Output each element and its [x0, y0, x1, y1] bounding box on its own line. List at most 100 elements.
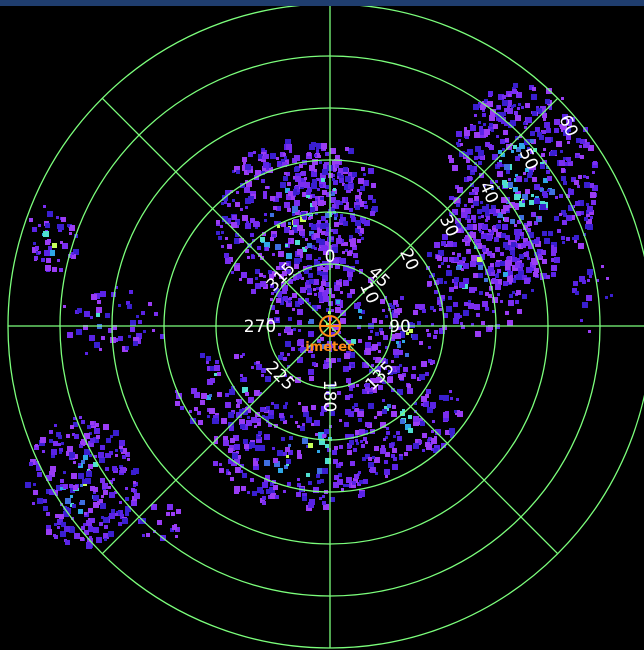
- echo-pixel: [223, 436, 228, 441]
- echo-pixel: [70, 495, 73, 498]
- echo-pixel: [94, 455, 97, 458]
- echo-pixel: [532, 87, 536, 91]
- echo-pixel: [431, 430, 434, 433]
- echo-pixel: [331, 309, 334, 312]
- echo-pixel: [343, 265, 349, 271]
- echo-pixel: [288, 317, 292, 321]
- echo-pixel: [377, 411, 382, 416]
- echo-pixel: [570, 117, 575, 122]
- echo-pixel: [260, 407, 265, 412]
- echo-pixel: [350, 461, 355, 466]
- echo-pixel: [358, 411, 364, 417]
- echo-pixel: [53, 534, 56, 537]
- echo-pixel: [295, 421, 298, 424]
- echo-pixel: [290, 415, 293, 418]
- echo-pixel: [497, 112, 503, 118]
- echo-pixel: [84, 311, 90, 317]
- echo-pixel: [323, 249, 329, 255]
- echo-pixel: [347, 251, 352, 256]
- echo-pixel: [551, 258, 555, 262]
- echo-pixel: [508, 262, 512, 266]
- echo-pixel: [332, 247, 338, 253]
- echo-pixel: [36, 466, 41, 471]
- echo-pixel: [264, 213, 267, 216]
- echo-pixel: [314, 261, 320, 267]
- echo-pixel: [294, 186, 299, 191]
- echo-pixel: [70, 425, 74, 429]
- echo-pixel: [343, 338, 346, 341]
- echo-pixel: [452, 242, 457, 247]
- echo-pixel: [525, 168, 529, 172]
- echo-pixel: [392, 464, 398, 470]
- echo-pixel: [319, 439, 325, 445]
- echo-pixel: [230, 190, 233, 193]
- echo-pixel: [574, 235, 579, 240]
- echo-pixel: [321, 406, 327, 412]
- echo-pixel: [540, 276, 544, 280]
- echo-pixel: [380, 378, 384, 382]
- echo-pixel: [307, 288, 312, 293]
- echo-pixel: [280, 352, 284, 356]
- echo-pixel: [234, 166, 240, 172]
- echo-pixel: [70, 526, 74, 530]
- echo-pixel: [355, 430, 360, 435]
- echo-pixel: [474, 132, 480, 138]
- echo-pixel: [492, 226, 498, 232]
- azimuth-label: 180: [319, 380, 339, 412]
- echo-pixel: [474, 196, 479, 201]
- echo-pixel: [85, 478, 91, 484]
- echo-pixel: [288, 222, 291, 225]
- echo-pixel: [35, 444, 38, 447]
- echo-pixel: [337, 479, 343, 485]
- echo-pixel: [516, 92, 522, 98]
- echo-pixel: [392, 334, 397, 339]
- echo-pixel: [479, 129, 485, 135]
- echo-pixel: [508, 103, 512, 107]
- echo-pixel: [263, 191, 267, 195]
- echo-pixel: [489, 123, 493, 127]
- echo-pixel: [302, 423, 305, 426]
- echo-pixel: [530, 150, 534, 154]
- echo-pixel: [320, 271, 325, 276]
- echo-pixel: [126, 301, 130, 305]
- echo-pixel: [274, 461, 280, 467]
- echo-pixel: [175, 535, 178, 538]
- echo-pixel: [300, 347, 306, 353]
- echo-pixel: [467, 224, 473, 230]
- echo-pixel: [344, 184, 350, 190]
- echo-pixel: [73, 454, 78, 459]
- echo-pixel: [34, 445, 39, 450]
- echo-pixel: [466, 159, 470, 163]
- echo-pixel: [119, 501, 122, 504]
- echo-pixel: [286, 455, 289, 458]
- echo-pixel: [547, 189, 550, 192]
- echo-pixel: [425, 394, 429, 398]
- echo-pixel: [566, 120, 572, 126]
- echo-pixel: [436, 255, 440, 259]
- echo-pixel: [227, 203, 231, 207]
- echo-pixel: [502, 100, 508, 106]
- echo-pixel: [171, 512, 175, 516]
- echo-pixel: [273, 485, 278, 490]
- echo-pixel: [592, 171, 595, 174]
- echo-pixel: [546, 166, 549, 169]
- echo-pixel: [286, 459, 291, 464]
- echo-pixel: [413, 420, 419, 426]
- echo-pixel: [96, 537, 102, 543]
- echo-pixel: [263, 195, 267, 199]
- echo-pixel: [515, 262, 521, 268]
- echo-pixel: [218, 236, 222, 240]
- echo-pixel: [506, 170, 510, 174]
- echo-pixel: [359, 316, 362, 319]
- echo-pixel: [566, 237, 570, 241]
- echo-pixel: [482, 301, 488, 307]
- echo-pixel: [288, 450, 293, 455]
- echo-pixel: [355, 228, 360, 233]
- echo-pixel: [223, 440, 229, 446]
- echo-pixel: [551, 245, 554, 248]
- echo-pixel: [253, 461, 258, 466]
- echo-pixel: [108, 328, 113, 333]
- echo-pixel: [229, 426, 234, 431]
- echo-pixel: [559, 194, 563, 198]
- echo-pixel: [561, 97, 564, 100]
